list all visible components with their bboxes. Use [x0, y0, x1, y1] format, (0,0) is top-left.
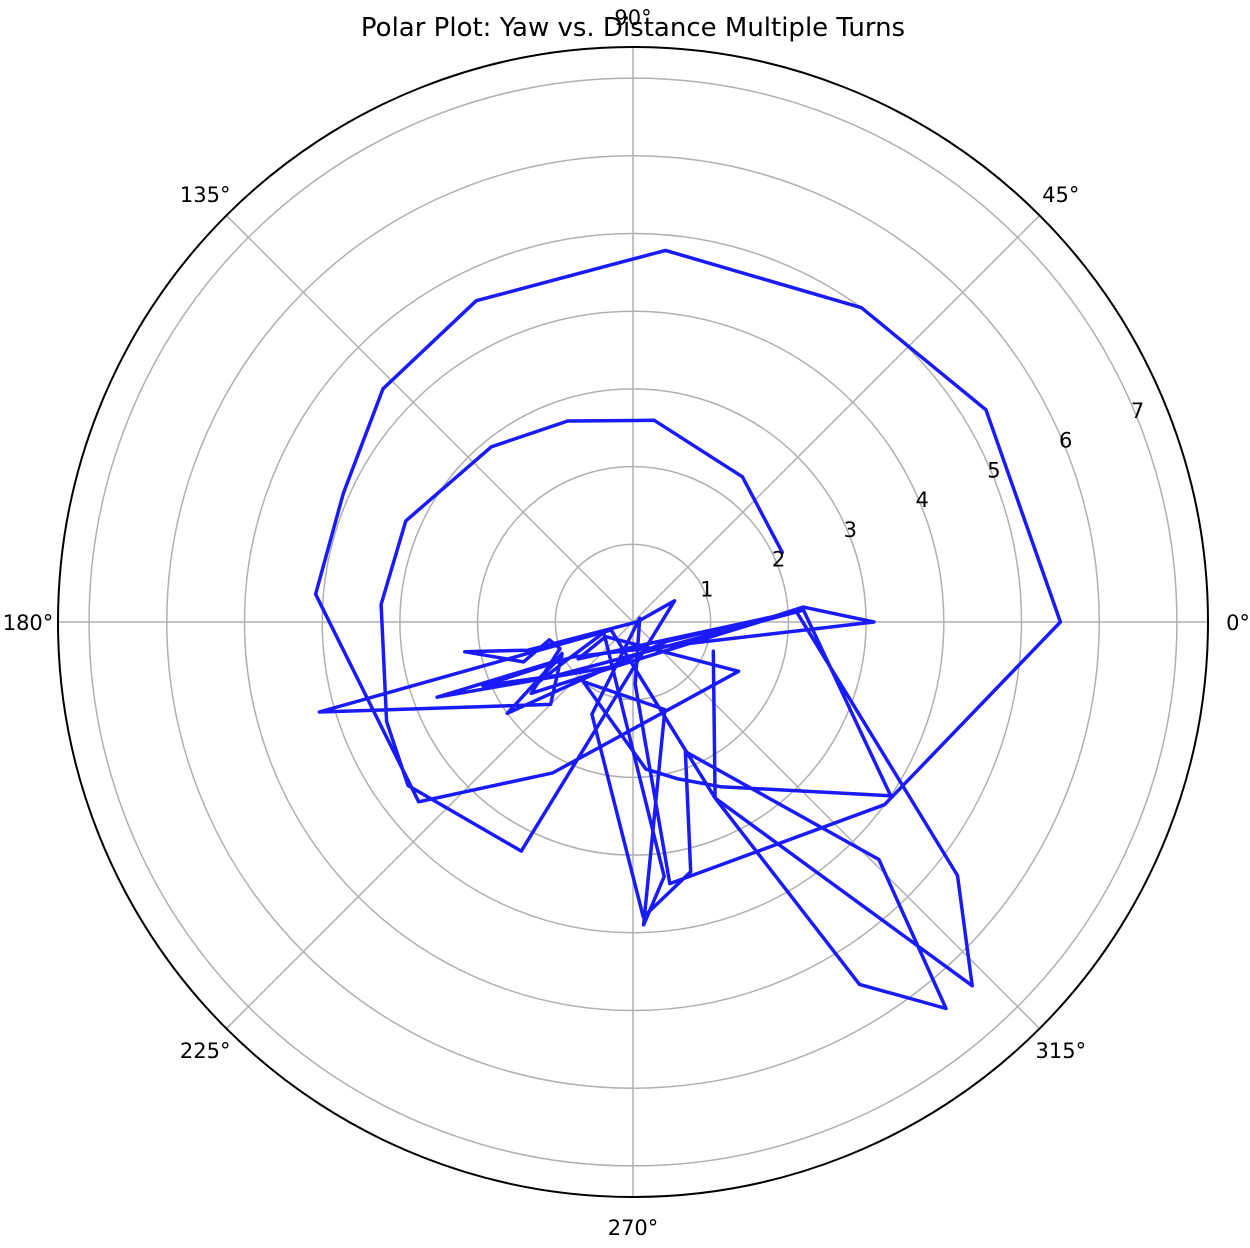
r-tick-label: 4 — [915, 488, 928, 512]
theta-tick-label: 225° — [180, 1039, 231, 1063]
r-tick-label: 2 — [772, 548, 785, 572]
theta-tick-label: 135° — [180, 183, 231, 207]
theta-tick-label: 180° — [3, 611, 54, 635]
angular-gridline-225 — [225, 621, 634, 1030]
angular-gridline-135 — [225, 214, 634, 623]
theta-tick-label: 90° — [614, 6, 651, 30]
r-tick-label: 6 — [1059, 429, 1072, 453]
angular-gridline-315 — [632, 621, 1041, 1030]
theta-tick-label: 315° — [1036, 1039, 1087, 1063]
chart-title: Polar Plot: Yaw vs. Distance Multiple Tu… — [361, 13, 905, 43]
series-line-0 — [313, 248, 1063, 1011]
data-series — [313, 248, 1063, 1011]
r-tick-label: 3 — [844, 518, 857, 542]
theta-tick-label: 270° — [608, 1216, 659, 1240]
angular-gridline-45 — [632, 214, 1041, 623]
polar-grid — [57, 46, 1209, 1198]
polar-spine — [57, 46, 1209, 1198]
tick-labels: 0° 45° 90° 135° 180° 225° 270° 315° 1 2 3 4 5 6 7 — [3, 6, 1250, 1240]
r-tick-label: 1 — [700, 577, 713, 601]
r-tick-label: 7 — [1131, 399, 1144, 423]
r-tick-label: 5 — [987, 458, 1000, 482]
theta-tick-label: 45° — [1042, 183, 1079, 207]
theta-tick-label: 0° — [1226, 611, 1250, 635]
